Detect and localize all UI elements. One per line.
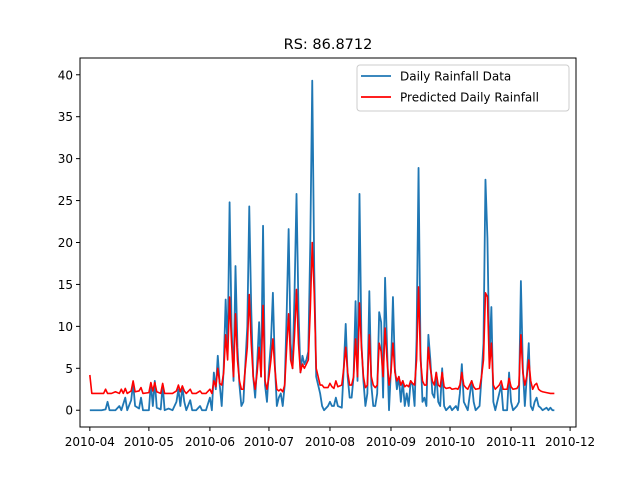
x-tick-label-6: 2010-10 [425,435,475,449]
x-tick-label-0: 2010-04 [65,435,115,449]
y-tick-label-2: 10 [58,320,73,334]
y-tick-label-8: 40 [58,68,73,82]
y-tick-label-0: 0 [65,404,73,418]
x-tick-label-4: 2010-08 [305,435,355,449]
y-tick-label-4: 20 [58,236,73,250]
series-line-0 [89,79,555,412]
x-tick-label-7: 2010-11 [486,435,536,449]
chart-title: RS: 86.8712 [284,37,373,53]
x-tick-label-2: 2010-06 [185,435,235,449]
y-tick-label-3: 15 [58,278,73,292]
y-tick-label-1: 5 [65,362,73,376]
y-tick-label-5: 25 [58,194,73,208]
series-layer [89,79,555,412]
legend: Daily Rainfall Data Predicted Daily Rainf… [356,64,570,112]
legend-label-0: Daily Rainfall Data [400,70,511,84]
y-tick-label-6: 30 [58,152,73,166]
series-line-1 [89,241,555,395]
legend-box [356,64,570,112]
x-tick-label-1: 2010-05 [124,435,174,449]
x-tick-label-3: 2010-07 [244,435,294,449]
axes-layer: 0 5 10 15 20 25 30 35 40 2010-04 2010-05 2010-06 201… [58,57,595,449]
legend-label-1: Predicted Daily Rainfall [400,91,539,105]
x-tick-label-8: 2010-12 [545,435,595,449]
y-tick-label-7: 35 [58,110,73,124]
x-tick-label-5: 2010-09 [366,435,416,449]
